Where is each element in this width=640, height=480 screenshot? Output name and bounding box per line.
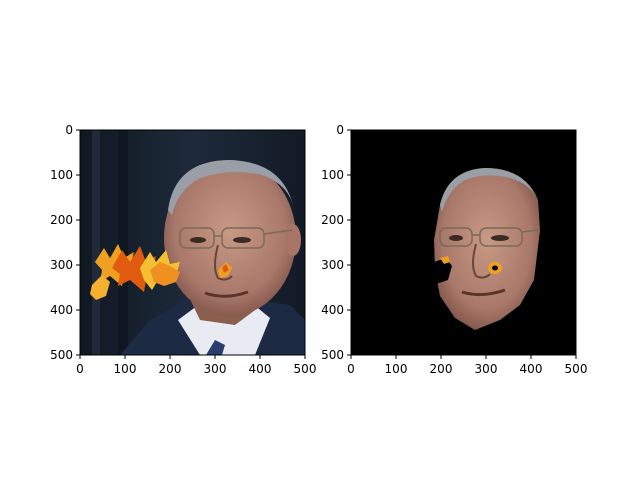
y-tick-label: 500 (321, 348, 344, 362)
hair (440, 168, 538, 212)
tie (206, 340, 225, 355)
hair (168, 160, 294, 215)
y-tick-label: 100 (321, 168, 344, 182)
y-tick-label: 200 (50, 213, 73, 227)
x-tick-label: 400 (520, 362, 543, 376)
x-tick-label: 0 (347, 362, 355, 376)
x-tick-label: 500 (294, 362, 317, 376)
x-tick-label: 100 (114, 362, 137, 376)
x-tick-label: 200 (430, 362, 453, 376)
glasses (179, 227, 293, 249)
y-tick-label: 500 (50, 348, 73, 362)
glasses (439, 227, 539, 247)
y-tick-label: 400 (50, 303, 73, 317)
x-tick-label: 200 (159, 362, 182, 376)
x-tick-label: 500 (565, 362, 588, 376)
x-tick-label: 300 (475, 362, 498, 376)
y-tick-label: 0 (336, 123, 344, 137)
y-tick-label: 400 (321, 303, 344, 317)
y-tick-label: 200 (321, 213, 344, 227)
left-image-panel (80, 130, 305, 355)
autumn-leaves-overlay (90, 244, 232, 300)
masked-face (434, 168, 540, 330)
x-tick-label: 400 (249, 362, 272, 376)
y-tick-label: 100 (50, 168, 73, 182)
x-tick-label: 100 (385, 362, 408, 376)
y-tick-label: 300 (321, 258, 344, 272)
right-axes-frame (350, 129, 577, 356)
x-tick-label: 300 (204, 362, 227, 376)
y-tick-label: 0 (65, 123, 73, 137)
left-axes-frame (79, 129, 306, 356)
right-image-panel (351, 130, 576, 355)
leaf-remnant (488, 262, 502, 274)
face (164, 160, 296, 316)
x-tick-label: 0 (76, 362, 84, 376)
y-tick-label: 300 (50, 258, 73, 272)
